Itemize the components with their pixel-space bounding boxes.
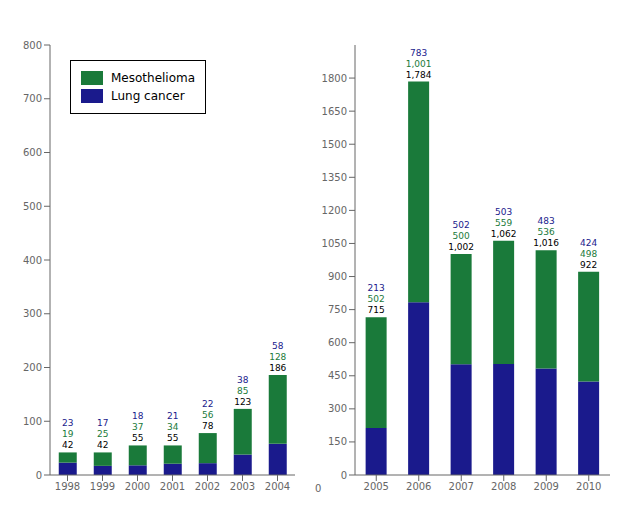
svg-text:1998: 1998 (55, 481, 80, 492)
svg-text:503: 503 (495, 207, 512, 217)
svg-text:42: 42 (62, 440, 73, 450)
svg-text:2004: 2004 (265, 481, 290, 492)
svg-text:483: 483 (538, 216, 555, 226)
svg-text:0: 0 (341, 470, 347, 481)
svg-text:2000: 2000 (125, 481, 150, 492)
html-text:Mesothelioma: Mesothelioma (111, 71, 196, 85)
svg-text:25: 25 (97, 429, 108, 439)
svg-text:715: 715 (368, 305, 385, 315)
svg-text:450: 450 (328, 370, 347, 381)
svg-text:502: 502 (368, 294, 385, 304)
svg-text:1200: 1200 (322, 205, 347, 216)
svg-text:424: 424 (580, 238, 597, 248)
svg-text:900: 900 (328, 271, 347, 282)
svg-text:498: 498 (580, 249, 597, 259)
svg-text:2001: 2001 (160, 481, 185, 492)
svg-text:186: 186 (269, 363, 286, 373)
svg-text:500: 500 (453, 231, 470, 241)
svg-text:2005: 2005 (364, 481, 389, 492)
svg-text:18: 18 (132, 411, 144, 421)
svg-text:58: 58 (272, 341, 284, 351)
svg-text:1050: 1050 (322, 238, 347, 249)
svg-text:200: 200 (23, 362, 42, 373)
html-text:Lung cancer: Lung cancer (111, 89, 185, 103)
svg-text:1,001: 1,001 (406, 59, 432, 69)
svg-text:800: 800 (23, 40, 42, 51)
svg-text:0: 0 (36, 470, 42, 481)
svg-text:1999: 1999 (90, 481, 115, 492)
svg-text:21: 21 (167, 411, 178, 421)
svg-text:750: 750 (328, 304, 347, 315)
svg-text:600: 600 (328, 337, 347, 348)
svg-text:1650: 1650 (322, 106, 347, 117)
svg-text:2009: 2009 (534, 481, 559, 492)
svg-text:1,002: 1,002 (448, 242, 474, 252)
svg-text:78: 78 (202, 421, 214, 431)
svg-text:34: 34 (167, 422, 179, 432)
svg-text:100: 100 (23, 416, 42, 427)
svg-text:2002: 2002 (195, 481, 220, 492)
svg-text:85: 85 (237, 386, 248, 396)
svg-text:2006: 2006 (406, 481, 431, 492)
svg-text:1,062: 1,062 (491, 229, 517, 239)
svg-text:536: 536 (538, 227, 555, 237)
svg-text:55: 55 (167, 433, 178, 443)
svg-text:150: 150 (328, 436, 347, 447)
svg-text:2003: 2003 (230, 481, 255, 492)
svg-text:600: 600 (23, 147, 42, 158)
svg-text:17: 17 (97, 418, 108, 428)
svg-text:128: 128 (269, 352, 286, 362)
svg-text:922: 922 (580, 260, 597, 270)
svg-text:1,016: 1,016 (533, 238, 559, 248)
svg-text:1350: 1350 (322, 172, 347, 183)
svg-text:500: 500 (23, 201, 42, 212)
html-text:0: 0 (315, 483, 322, 494)
svg-text:1,784: 1,784 (406, 70, 432, 80)
svg-text:37: 37 (132, 422, 143, 432)
svg-text:2010: 2010 (576, 481, 601, 492)
svg-text:55: 55 (132, 433, 143, 443)
svg-text:22: 22 (202, 399, 213, 409)
svg-text:56: 56 (202, 410, 214, 420)
svg-text:23: 23 (62, 418, 73, 428)
svg-text:400: 400 (23, 255, 42, 266)
svg-text:559: 559 (495, 218, 512, 228)
svg-text:1800: 1800 (322, 73, 347, 84)
svg-text:700: 700 (23, 93, 42, 104)
svg-text:2008: 2008 (491, 481, 516, 492)
svg-text:300: 300 (328, 403, 347, 414)
svg-text:783: 783 (410, 48, 427, 58)
svg-text:1500: 1500 (322, 139, 347, 150)
svg-text:213: 213 (368, 283, 385, 293)
svg-text:300: 300 (23, 308, 42, 319)
svg-text:502: 502 (453, 220, 470, 230)
svg-text:123: 123 (234, 397, 251, 407)
svg-text:2007: 2007 (449, 481, 474, 492)
svg-text:19: 19 (62, 429, 74, 439)
svg-text:38: 38 (237, 375, 249, 385)
svg-text:42: 42 (97, 440, 108, 450)
